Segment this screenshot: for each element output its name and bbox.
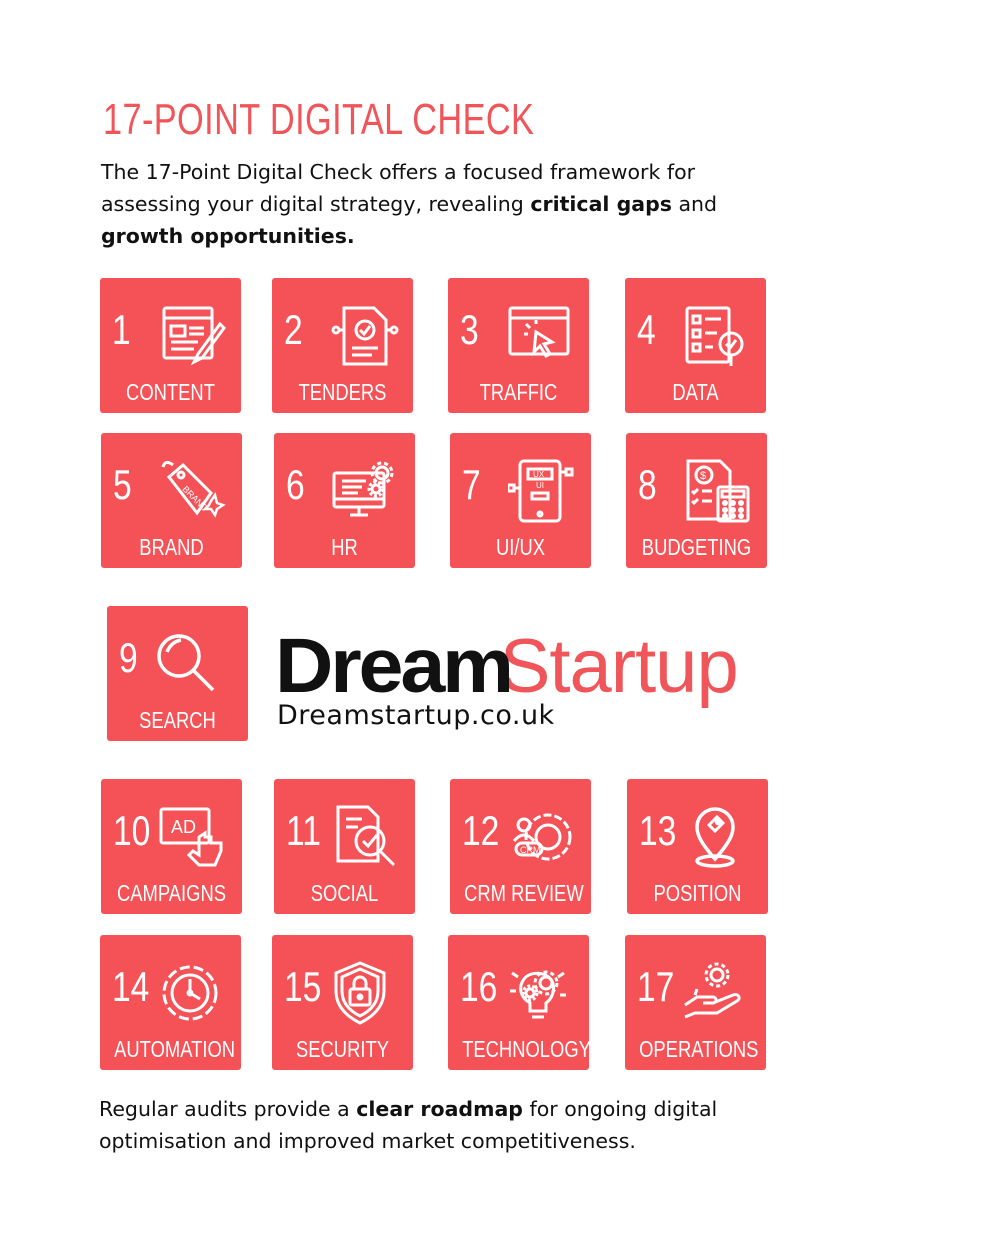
search-icon	[151, 628, 221, 698]
tile-number: 9	[119, 634, 138, 681]
tile-number: 10	[113, 807, 151, 854]
tile-label: SEARCH	[139, 707, 216, 733]
logo-startup: Startup	[499, 624, 739, 709]
tile-number: 8	[638, 461, 657, 508]
tile-number: 15	[284, 963, 322, 1010]
tile-number: 17	[637, 963, 675, 1010]
svg-text:$: $	[700, 470, 706, 482]
tile-search: 9 SEARCH	[107, 606, 248, 741]
tile-data: 4 DATA	[625, 278, 766, 413]
document-search-icon	[332, 803, 402, 873]
bulb-gear-icon	[506, 959, 576, 1029]
clock-gear-icon	[158, 959, 228, 1029]
dreamstartup-logo: DreamStartup	[275, 622, 739, 711]
ad-click-icon: AD	[159, 803, 229, 873]
tile-number: 16	[460, 963, 498, 1010]
tile-hr: 6 HR	[274, 433, 415, 568]
page-title: 17-POINT DIGITAL CHECK	[103, 95, 535, 144]
svg-text:UI: UI	[536, 481, 544, 490]
footer-text: Regular audits provide a clear roadmap f…	[99, 1097, 718, 1153]
website-url: Dreamstartup.co.uk	[277, 700, 555, 731]
tile-label: BRAND	[139, 534, 204, 560]
monitor-gears-icon	[332, 457, 402, 527]
logo-dream: Dream	[275, 623, 514, 709]
tile-label: TENDERS	[298, 379, 387, 405]
checklist-magnifier-icon	[683, 302, 753, 372]
hand-gear-icon	[683, 959, 753, 1029]
tile-number: 14	[112, 963, 150, 1010]
tile-number: 3	[460, 306, 479, 353]
crm-gear-icon: CRM	[508, 803, 578, 873]
tile-label: CONTENT	[126, 379, 215, 405]
tile-tenders: 2 TENDERS	[272, 278, 413, 413]
tile-operations: 17 OPERATIONS	[625, 935, 766, 1070]
tile-campaigns: 10 AD CAMPAIGNS	[101, 779, 242, 914]
browser-cursor-icon	[506, 302, 576, 372]
tile-uiux: 7 UX UI UI/UX	[450, 433, 591, 568]
tile-number: 7	[462, 461, 481, 508]
tile-position: 13 POSITION	[627, 779, 768, 914]
tile-number: 5	[113, 461, 132, 508]
tile-social: 11 SOCIAL	[274, 779, 415, 914]
content-icon	[158, 302, 228, 372]
tile-number: 2	[284, 306, 303, 353]
shield-lock-icon	[330, 959, 400, 1029]
tile-label: UI/UX	[495, 534, 546, 560]
tile-security: 15 SECURITY	[272, 935, 413, 1070]
tile-number: 4	[637, 306, 656, 353]
svg-text:AD: AD	[171, 817, 196, 837]
tile-budgeting: 8 $ BUDGETING	[626, 433, 767, 568]
tablet-ux-icon: UX UI	[506, 457, 578, 527]
brand-tag-icon: BRAND	[159, 457, 229, 527]
tile-technology: 16 TECHNOLOGY	[448, 935, 591, 1070]
tile-label: BUDGETING	[641, 534, 752, 560]
svg-text:UX: UX	[533, 470, 545, 479]
tile-number: 11	[286, 807, 321, 854]
invoice-calculator-icon: $	[684, 457, 754, 527]
tile-traffic: 3 TRAFFIC	[448, 278, 589, 413]
tile-label: OPERATIONS	[639, 1036, 759, 1062]
tile-label: CAMPAIGNS	[116, 880, 227, 906]
intro-text: The 17-Point Digital Check offers a focu…	[101, 160, 718, 248]
tile-label: POSITION	[653, 880, 742, 906]
tile-automation: 14 AUTOMATION	[100, 935, 241, 1070]
tile-label: TECHNOLOGY	[462, 1036, 591, 1062]
tile-number: 13	[639, 807, 677, 854]
tile-crm-review: 12 CRM CRM REVIEW	[450, 779, 591, 914]
tile-label: SECURITY	[295, 1036, 390, 1062]
tile-label: SOCIAL	[310, 880, 379, 906]
tile-label: AUTOMATION	[114, 1036, 236, 1062]
document-check-icon	[330, 302, 400, 372]
tile-number: 12	[462, 807, 500, 854]
tile-label: HR	[331, 534, 358, 560]
tile-number: 1	[112, 306, 131, 353]
tile-label: CRM REVIEW	[464, 880, 584, 906]
svg-text:CRM: CRM	[520, 845, 541, 855]
tile-content: 1 CONTENT	[100, 278, 241, 413]
tile-label: TRAFFIC	[479, 379, 558, 405]
location-pin-icon	[685, 803, 755, 873]
tile-number: 6	[286, 461, 305, 508]
tile-label: DATA	[672, 379, 719, 405]
tile-brand: 5 BRAND BRAND	[101, 433, 242, 568]
